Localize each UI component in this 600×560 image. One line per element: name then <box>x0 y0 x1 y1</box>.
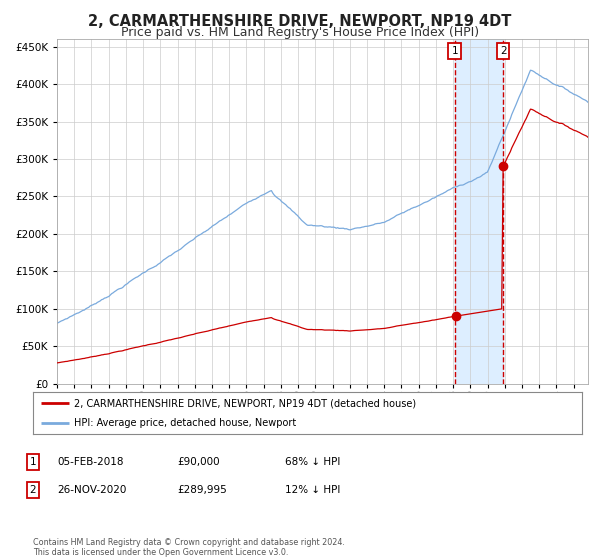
Text: 12% ↓ HPI: 12% ↓ HPI <box>285 485 340 495</box>
Text: £289,995: £289,995 <box>177 485 227 495</box>
Text: 2, CARMARTHENSHIRE DRIVE, NEWPORT, NP19 4DT: 2, CARMARTHENSHIRE DRIVE, NEWPORT, NP19 … <box>88 14 512 29</box>
Text: HPI: Average price, detached house, Newport: HPI: Average price, detached house, Newp… <box>74 418 296 428</box>
Text: 1: 1 <box>29 457 37 467</box>
Text: 1: 1 <box>451 46 458 56</box>
Bar <box>455 39 503 384</box>
Text: 2: 2 <box>29 485 37 495</box>
Text: Contains HM Land Registry data © Crown copyright and database right 2024.
This d: Contains HM Land Registry data © Crown c… <box>33 538 345 557</box>
Text: 2, CARMARTHENSHIRE DRIVE, NEWPORT, NP19 4DT (detached house): 2, CARMARTHENSHIRE DRIVE, NEWPORT, NP19 … <box>74 398 416 408</box>
Text: 68% ↓ HPI: 68% ↓ HPI <box>285 457 340 467</box>
Text: 05-FEB-2018: 05-FEB-2018 <box>57 457 124 467</box>
Text: 2: 2 <box>500 46 506 56</box>
Text: 26-NOV-2020: 26-NOV-2020 <box>57 485 127 495</box>
Text: Price paid vs. HM Land Registry's House Price Index (HPI): Price paid vs. HM Land Registry's House … <box>121 26 479 39</box>
Text: £90,000: £90,000 <box>177 457 220 467</box>
